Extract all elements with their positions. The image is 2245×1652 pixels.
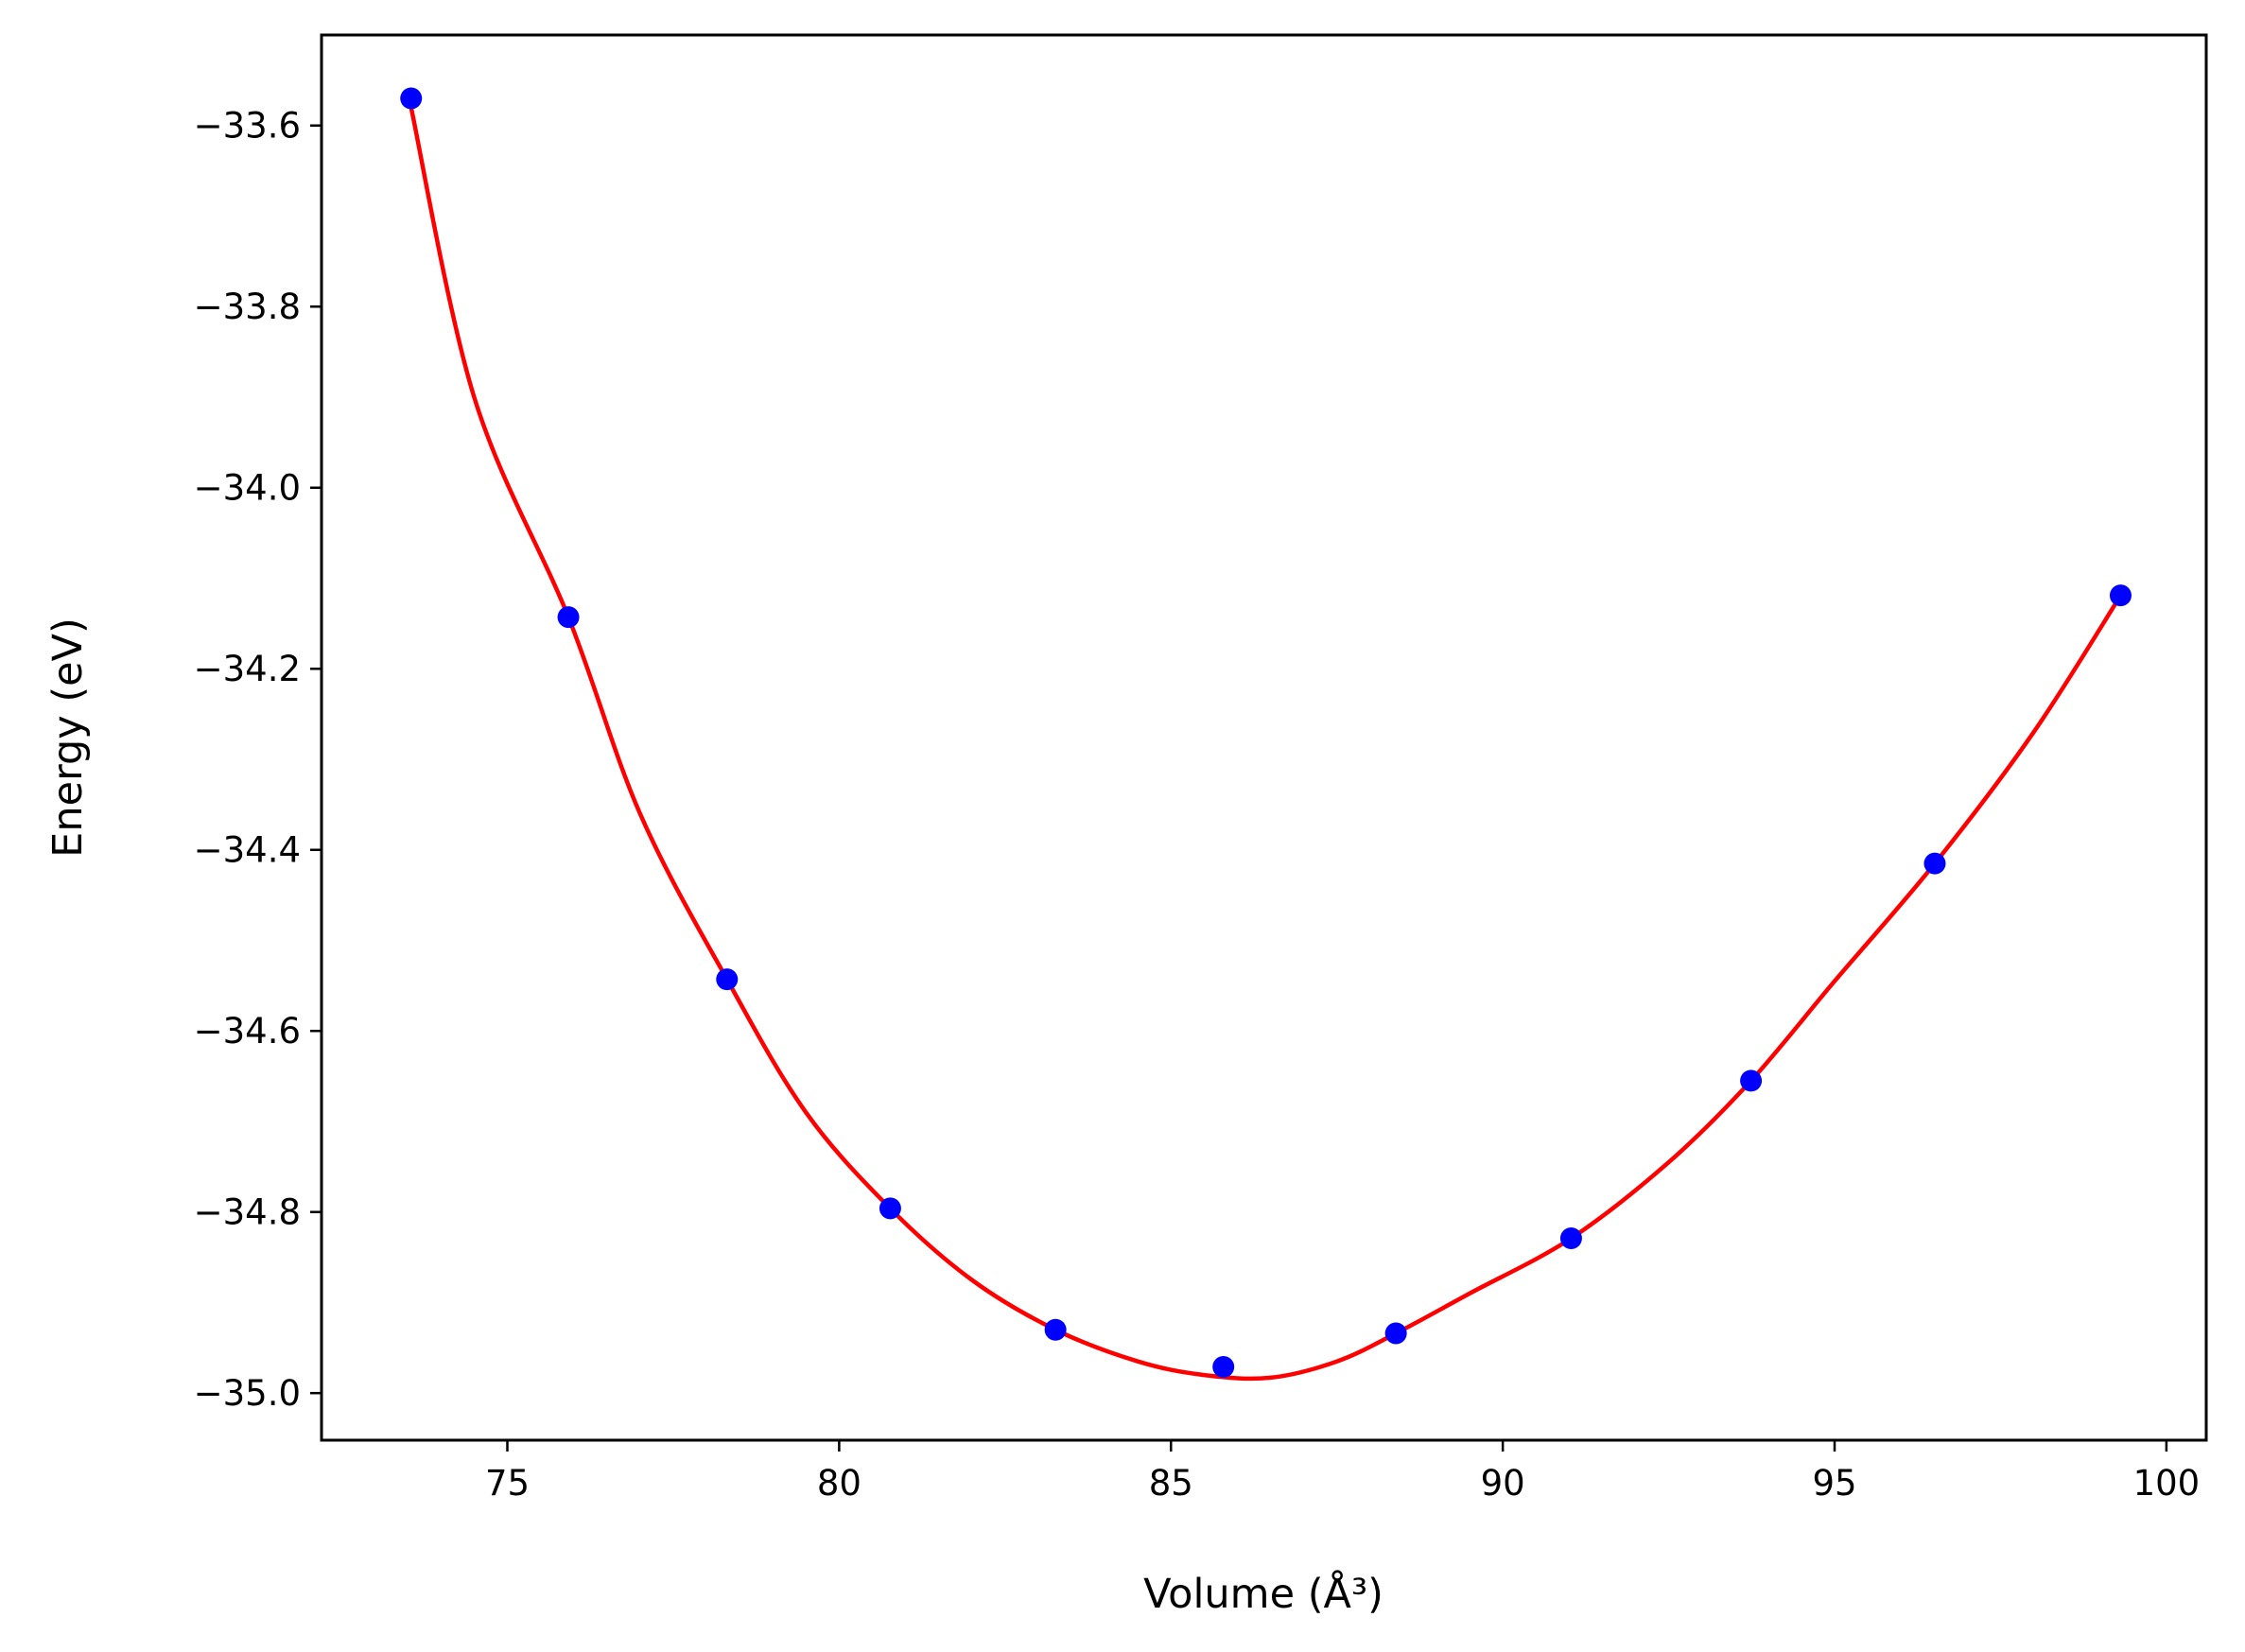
y-tick-label: −34.0	[194, 468, 301, 509]
y-tick-label: −34.6	[194, 1011, 301, 1052]
x-tick-label: 100	[2133, 1463, 2201, 1504]
plot-area	[400, 87, 2132, 1382]
y-tick-label: −34.4	[194, 830, 301, 871]
data-point	[2109, 584, 2132, 607]
y-tick-label: −35.0	[194, 1373, 301, 1414]
data-point	[1559, 1226, 1582, 1249]
data-point	[1044, 1318, 1067, 1341]
data-point	[1740, 1069, 1763, 1092]
data-point	[400, 87, 423, 110]
x-axis-label: Volume (Å³)	[1143, 1570, 1384, 1618]
y-tick-label: −33.8	[194, 287, 301, 327]
y-tick-label: −33.6	[194, 106, 301, 147]
x-tick-label: 80	[817, 1463, 861, 1504]
x-tick-label: 85	[1149, 1463, 1193, 1504]
x-tick-label: 75	[485, 1463, 530, 1504]
axes-frame	[320, 33, 2208, 1442]
data-point	[1384, 1322, 1407, 1345]
y-tick-label: −34.2	[194, 649, 301, 689]
data-point	[716, 968, 739, 991]
y-axis-label: Energy (eV)	[44, 617, 92, 858]
y-tick-label: −34.8	[194, 1192, 301, 1233]
axis-ticks: 75 80 85 90 95 100 −33.6 −33.8 −34.0 −34.2 −34.4 −3…	[194, 106, 2201, 1504]
data-point	[879, 1197, 901, 1220]
data-point	[1923, 852, 1946, 875]
x-tick-label: 90	[1481, 1463, 1525, 1504]
data-point	[1212, 1355, 1235, 1378]
fit-curve-line	[409, 107, 2123, 1382]
x-tick-label: 95	[1812, 1463, 1856, 1504]
data-point	[557, 606, 580, 629]
